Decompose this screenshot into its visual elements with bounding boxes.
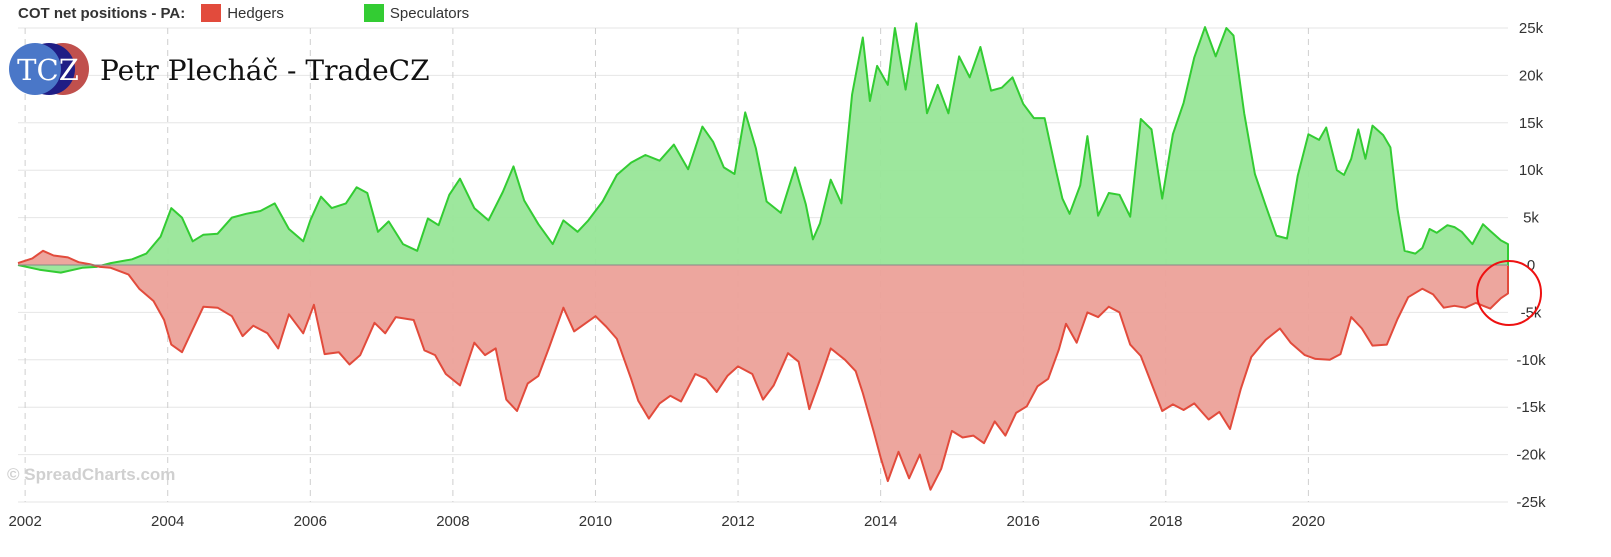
area-hedgers <box>18 250 1508 490</box>
y-tick-label: -15k <box>1516 399 1546 416</box>
x-tick-label: 2016 <box>1007 513 1040 530</box>
y-tick-label: -10k <box>1516 352 1546 369</box>
line-speculators <box>17 22 1509 293</box>
series-areas <box>17 22 1509 491</box>
y-tick-label: 0 <box>1527 257 1535 274</box>
legend-item-hedgers[interactable]: Hedgers <box>201 4 284 22</box>
y-tick-label: 25k <box>1519 20 1544 37</box>
x-tick-label: 2002 <box>8 513 41 530</box>
y-tick-label: 10k <box>1519 162 1544 179</box>
y-tick-label: 15k <box>1519 115 1544 132</box>
author-title: Petr Plecháč - TradeCZ <box>100 54 430 87</box>
y-tick-label: -20k <box>1516 447 1546 464</box>
line-hedgers <box>17 249 1509 491</box>
legend-swatch-speculators <box>363 4 384 22</box>
highlight-circle <box>1476 260 1542 326</box>
x-tick-label: 2020 <box>1292 513 1325 530</box>
legend-swatch-hedgers <box>201 4 222 22</box>
y-tick-label: -25k <box>1516 494 1546 511</box>
x-tick-label: 2006 <box>294 513 327 530</box>
x-tick-label: 2018 <box>1149 513 1182 530</box>
x-tick-label: 2014 <box>864 513 897 530</box>
watermark: © SpreadCharts.com <box>7 465 175 484</box>
legend-label-speculators: Speculators <box>389 4 470 22</box>
x-tick-label: 2010 <box>579 513 612 530</box>
legend-label-hedgers: Hedgers <box>227 4 284 22</box>
y-tick-label: 20k <box>1519 67 1544 84</box>
legend-title: COT net positions - PA: <box>18 4 186 22</box>
x-tick-label: 2012 <box>721 513 754 530</box>
x-tick-label: 2004 <box>151 513 184 530</box>
legend: COT net positions - PA: Hedgers Speculat… <box>18 2 549 24</box>
logo: TCZ <box>9 43 89 95</box>
y-tick-label: 5k <box>1523 210 1539 227</box>
x-tick-label: 2008 <box>436 513 469 530</box>
logo-text: TCZ <box>17 53 79 87</box>
legend-item-speculators[interactable]: Speculators <box>363 4 470 22</box>
